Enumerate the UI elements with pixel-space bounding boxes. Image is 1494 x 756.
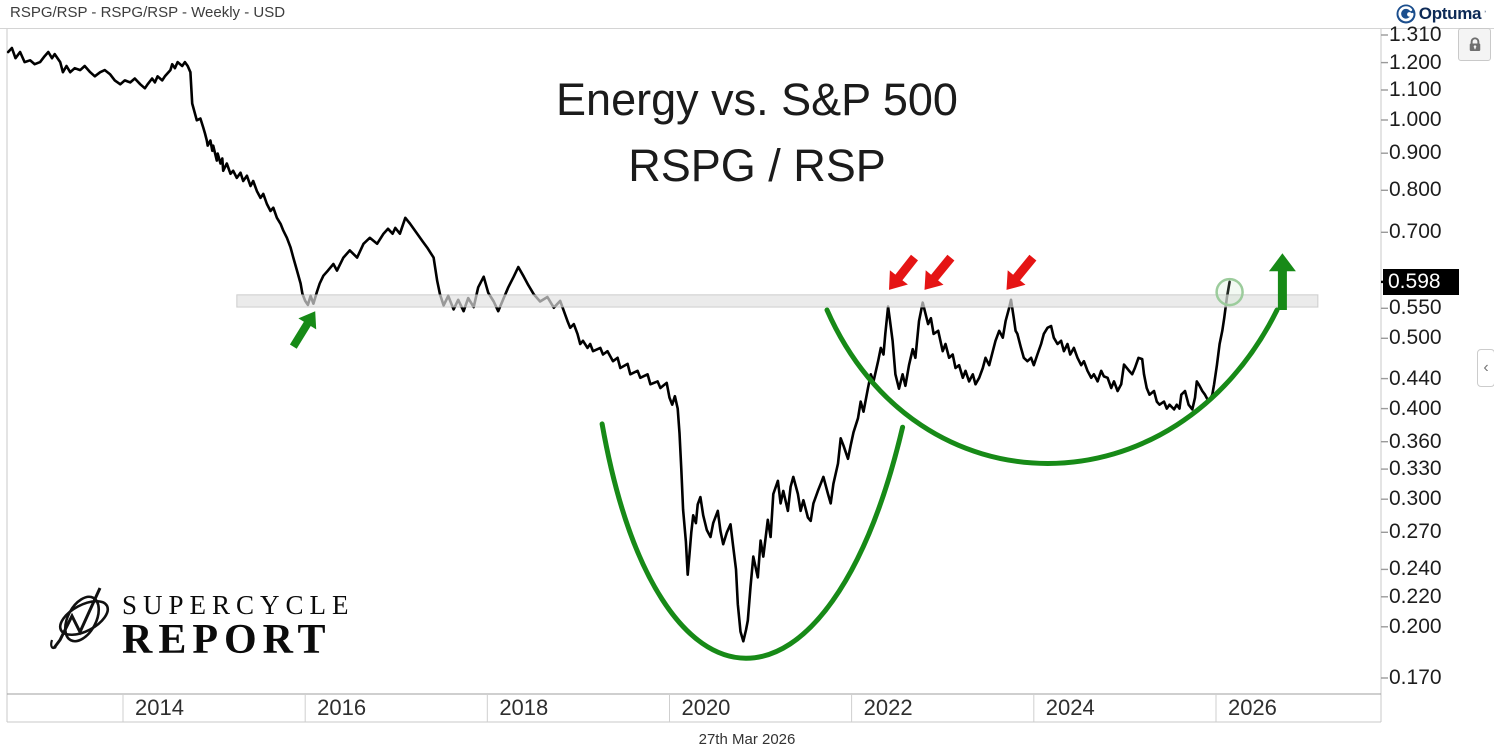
optuma-icon — [1396, 4, 1416, 24]
titlebar: RSPG/RSP - RSPG/RSP - Weekly - USD Optum… — [0, 0, 1494, 29]
x-year-label: 2014 — [135, 695, 184, 720]
y-tick-label: 1.000 — [1389, 108, 1442, 132]
resistance-zone[interactable] — [236, 294, 1319, 308]
lock-icon — [1466, 36, 1484, 54]
supercycle-logo: SUPERCYCLE REPORT — [48, 578, 368, 663]
supercycle-swirl-icon — [48, 578, 118, 661]
y-tick-label: 0.360 — [1389, 429, 1442, 453]
green-arrow-up-right[interactable] — [1268, 253, 1296, 310]
collapse-axis-button[interactable]: ‹ — [1477, 349, 1494, 387]
x-year-label: 2026 — [1227, 695, 1277, 720]
lock-button[interactable] — [1458, 28, 1491, 61]
y-tick-label: 0.800 — [1389, 178, 1442, 202]
y-tick-label: 1.100 — [1389, 78, 1442, 102]
optuma-trademark: ʼ — [1484, 9, 1486, 19]
red-arrow-3[interactable] — [1006, 254, 1037, 290]
last-price-label: 0.598 — [1383, 268, 1459, 295]
x-year-label: 2016 — [317, 695, 367, 720]
y-tick-label: 0.900 — [1389, 141, 1442, 165]
optuma-wordmark: Optuma — [1418, 4, 1482, 23]
y-tick-label: 1.310 — [1389, 23, 1442, 46]
red-arrow-2[interactable] — [924, 254, 955, 290]
price-line — [6, 46, 1231, 643]
y-tick-label: 0.270 — [1389, 520, 1442, 544]
supercycle-line2: REPORT — [122, 617, 332, 663]
x-year-label: 2024 — [1045, 695, 1095, 720]
y-tick-label: 0.400 — [1389, 396, 1442, 420]
chart-title-line1: Energy vs. S&P 500 — [556, 74, 958, 125]
chevron-left-icon: ‹ — [1483, 359, 1489, 376]
cup-annotation-2[interactable] — [824, 307, 1280, 466]
y-tick-label: 1.200 — [1389, 50, 1442, 74]
last-point-highlight-circle[interactable] — [1215, 277, 1244, 307]
y-tick-label: 0.550 — [1389, 296, 1442, 320]
x-year-label: 2020 — [681, 695, 731, 720]
cup-annotation-1[interactable] — [599, 421, 906, 661]
y-tick-label: 0.200 — [1389, 614, 1442, 638]
y-tick-label: 0.240 — [1389, 557, 1442, 581]
chart-title-line2: RSPG / RSP — [628, 140, 886, 191]
footer-date: 27th Mar 2026 — [698, 731, 796, 748]
supercycle-line1: SUPERCYCLE — [122, 590, 355, 620]
red-arrow-1[interactable] — [889, 254, 918, 290]
x-year-label: 2018 — [499, 695, 549, 720]
optuma-logo: Optuma ʼ — [1396, 2, 1486, 26]
y-tick-label: 0.500 — [1389, 326, 1442, 350]
green-arrow-up-left[interactable] — [289, 311, 317, 349]
y-tick-label: 0.330 — [1389, 457, 1442, 481]
y-tick-label: 0.700 — [1389, 220, 1442, 244]
y-tick-label: 0.440 — [1389, 366, 1442, 390]
y-tick-label: 0.300 — [1389, 487, 1442, 511]
window-title: RSPG/RSP - RSPG/RSP - Weekly - USD — [10, 4, 286, 21]
y-tick-label: 0.170 — [1389, 666, 1442, 690]
x-year-label: 2022 — [863, 695, 913, 720]
y-tick-label: 0.220 — [1389, 584, 1442, 608]
